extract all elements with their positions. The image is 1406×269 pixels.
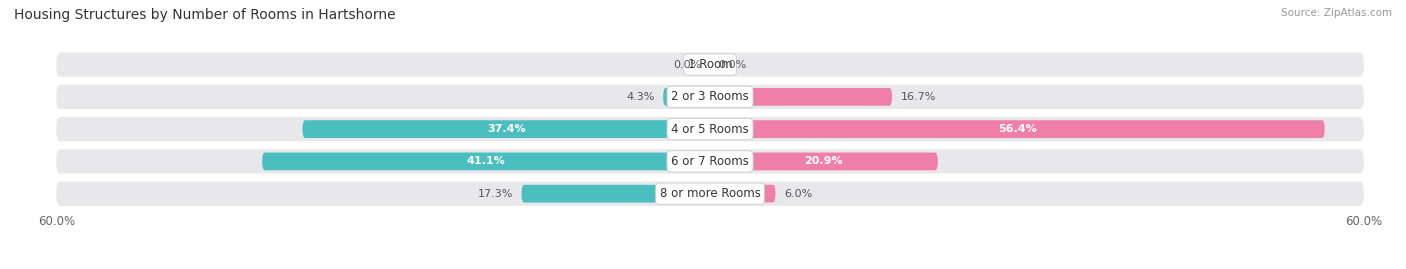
Text: 8 or more Rooms: 8 or more Rooms xyxy=(659,187,761,200)
FancyBboxPatch shape xyxy=(56,52,1364,77)
Text: 4 or 5 Rooms: 4 or 5 Rooms xyxy=(671,123,749,136)
Text: 0.0%: 0.0% xyxy=(673,59,702,70)
FancyBboxPatch shape xyxy=(710,185,776,203)
Text: 6 or 7 Rooms: 6 or 7 Rooms xyxy=(671,155,749,168)
FancyBboxPatch shape xyxy=(522,185,710,203)
FancyBboxPatch shape xyxy=(262,153,710,170)
FancyBboxPatch shape xyxy=(56,149,1364,174)
Text: 16.7%: 16.7% xyxy=(901,92,936,102)
FancyBboxPatch shape xyxy=(56,182,1364,206)
FancyBboxPatch shape xyxy=(56,85,1364,109)
Text: 2 or 3 Rooms: 2 or 3 Rooms xyxy=(671,90,749,103)
Text: Housing Structures by Number of Rooms in Hartshorne: Housing Structures by Number of Rooms in… xyxy=(14,8,395,22)
Text: 37.4%: 37.4% xyxy=(486,124,526,134)
FancyBboxPatch shape xyxy=(710,153,938,170)
FancyBboxPatch shape xyxy=(56,117,1364,141)
Text: 17.3%: 17.3% xyxy=(478,189,513,199)
Text: 0.0%: 0.0% xyxy=(718,59,747,70)
Text: 4.3%: 4.3% xyxy=(626,92,654,102)
FancyBboxPatch shape xyxy=(710,120,1324,138)
Text: 41.1%: 41.1% xyxy=(467,156,506,167)
Legend: Owner-occupied, Renter-occupied: Owner-occupied, Renter-occupied xyxy=(582,266,838,269)
Text: 56.4%: 56.4% xyxy=(998,124,1036,134)
Text: 20.9%: 20.9% xyxy=(804,156,844,167)
FancyBboxPatch shape xyxy=(664,88,710,106)
Text: 1 Room: 1 Room xyxy=(688,58,733,71)
Text: Source: ZipAtlas.com: Source: ZipAtlas.com xyxy=(1281,8,1392,18)
Text: 6.0%: 6.0% xyxy=(785,189,813,199)
FancyBboxPatch shape xyxy=(710,88,891,106)
FancyBboxPatch shape xyxy=(302,120,710,138)
